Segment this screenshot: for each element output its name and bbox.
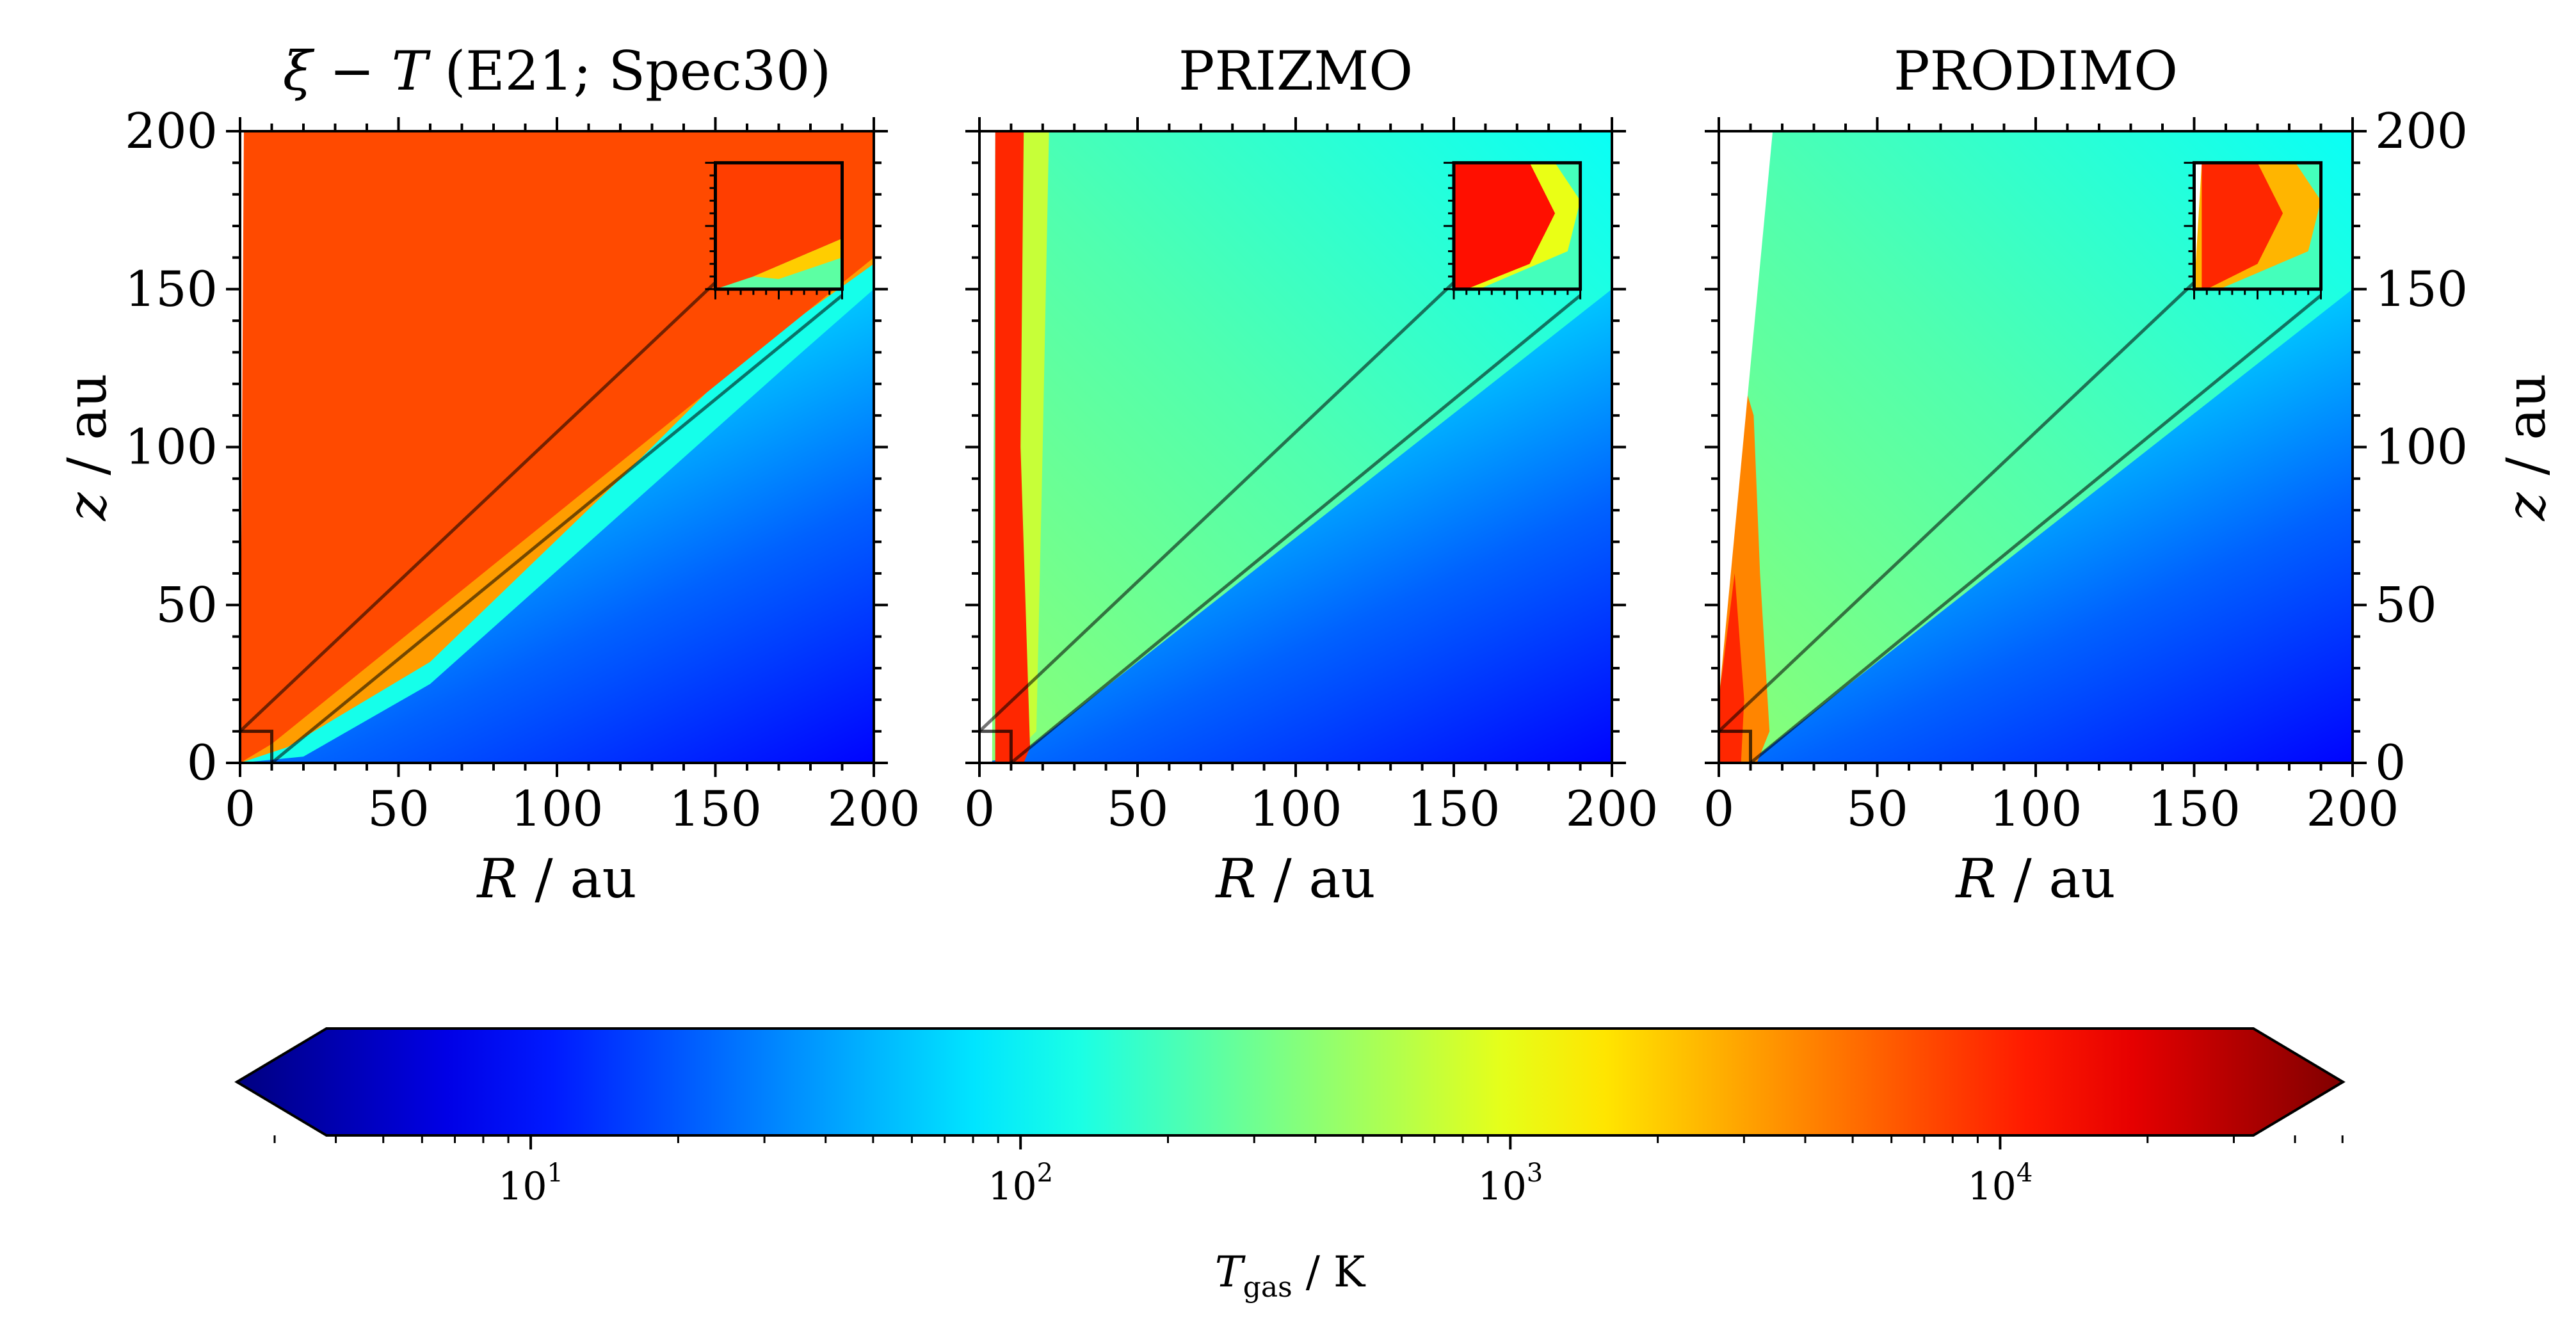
xlabel-unit: / au [1257,847,1376,910]
title-var: T [392,40,431,102]
y-tick-label: 200 [2375,102,2468,159]
y-tick-label: 50 [156,576,218,633]
inset-zoom [2184,161,2322,300]
wedge-line [270,294,844,764]
x-axis-label: R / au [1954,847,2115,910]
y-tick-label: 50 [2375,576,2437,633]
axis-ticks: 0 50 100 150 200 [964,117,1659,837]
panel-xi-t: 0 50 100 150 200 0 50 100 150 200 ξ − T (E21; Spe… [56,40,921,910]
y-tick-label: 0 [187,734,218,791]
x-tick-label: 150 [2148,780,2241,837]
colorbar: 101 102 103 104 Tgas / K [234,1027,2346,1304]
inset-hot [1454,163,1556,289]
colorbar-label: Tgas / K [1215,1247,1366,1304]
x-tick-label: 100 [1249,780,1342,837]
colorbar-gradient [234,1027,2346,1137]
zoom-box [979,730,1013,763]
ylabel-var: z [2495,492,2557,522]
region-empty [979,131,995,763]
x-tick-label: 0 [1703,780,1734,837]
xlabel-var: R [1954,847,1996,910]
x-tick-label: 200 [2306,780,2399,837]
x-tick-label: 50 [367,780,430,837]
x-tick-label: 150 [1407,780,1500,837]
x-tick-label: 100 [1989,780,2082,837]
inset-hot [715,163,842,289]
title-rest: (E21; Spec30) [428,40,831,102]
title-minus: − [312,40,392,102]
colorbar-ticks: 101 102 103 104 [273,1135,2344,1209]
cb-tick-label: 104 [1968,1158,2033,1209]
region-hot-column [995,131,1031,763]
panel-title: ξ − T (E21; Spec30) [283,40,832,102]
cb-label-unit: / K [1292,1247,1366,1297]
x-axis-label: R / au [476,847,636,910]
x-axis-label: R / au [1214,847,1375,910]
inset-warm [753,238,842,279]
cb-tick-label: 102 [988,1158,1053,1209]
zoom-box [240,730,273,763]
inset-empty [2194,163,2202,289]
inset-zoom [1444,161,1582,300]
cb-label-sub: gas [1243,1271,1292,1304]
x-tick-label: 200 [1565,780,1658,837]
x-tick-label: 0 [964,780,995,837]
inset-zoom [705,161,844,300]
wedge-line [1010,294,1582,764]
ylabel-var: z [56,492,118,522]
x-tick-label: 0 [225,780,255,837]
ylabel-unit: / au [2495,373,2557,492]
zoom-box [1719,730,1752,763]
title-greek: ξ [283,40,315,102]
panel-prizmo: 0 50 100 150 200 PRIZMO R / au [964,40,1659,910]
axis-ticks: 0 50 100 150 200 0 50 100 150 200 [125,102,921,837]
region-empty [1719,131,1773,700]
xlabel-unit: / au [1997,847,2116,910]
cb-label-var: T [1215,1247,1246,1297]
xlabel-var: R [1214,847,1256,910]
x-tick-label: 200 [827,780,920,837]
y-axis-label: z / au [2495,373,2557,521]
y-axis-label: z / au [56,373,118,521]
panel-title: PRIZMO [1179,40,1413,102]
wedge-line [1749,294,2322,764]
cb-tick-label: 103 [1477,1158,1543,1209]
inset-hot [2202,163,2283,289]
y-tick-label: 150 [125,260,218,317]
y-tick-label: 100 [2375,419,2468,476]
xlabel-var: R [476,847,517,910]
x-tick-label: 100 [510,780,603,837]
ylabel-unit: / au [56,373,118,492]
x-tick-label: 50 [1107,780,1169,837]
y-tick-label: 0 [2375,734,2406,791]
x-tick-label: 50 [1846,780,1908,837]
x-tick-label: 150 [669,780,762,837]
y-tick-label: 150 [2375,260,2468,317]
cb-tick-label: 101 [498,1158,563,1209]
y-tick-label: 100 [125,419,218,476]
xlabel-unit: / au [518,847,637,910]
y-tick-label: 200 [125,102,218,159]
panel-title: PRODIMO [1894,40,2178,102]
